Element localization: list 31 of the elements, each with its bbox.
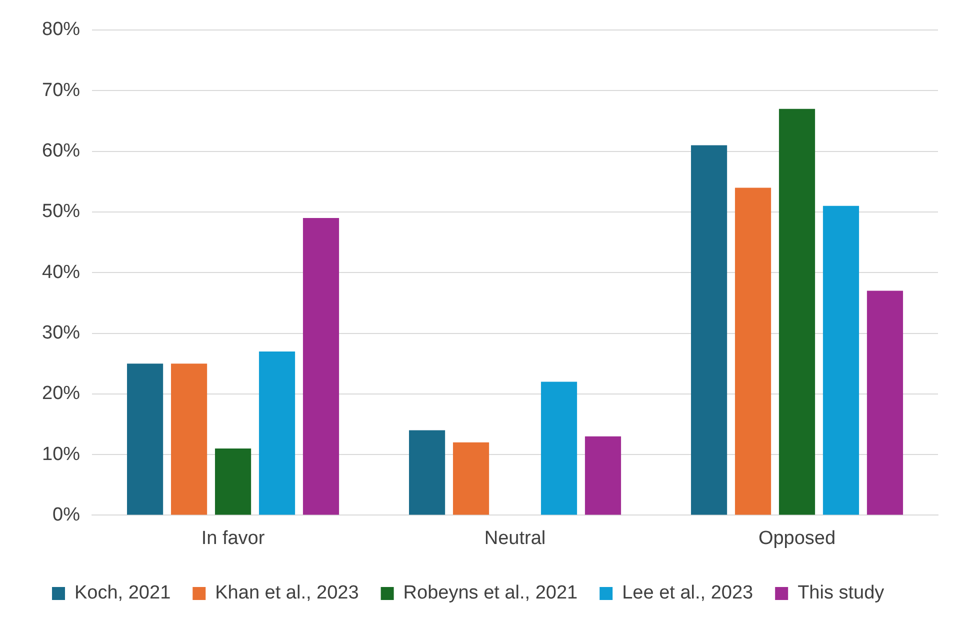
bar	[302, 218, 340, 515]
x-tick-label: Opposed	[758, 528, 836, 549]
x-tick-label: Neutral	[484, 528, 546, 549]
y-tick-label: 40%	[42, 262, 80, 283]
y-tick-label: 10%	[42, 444, 80, 465]
bar	[258, 351, 296, 515]
y-tick-label: 50%	[42, 201, 80, 222]
y-tick-label: 70%	[42, 80, 80, 101]
bar	[170, 364, 208, 515]
legend-label: This study	[798, 582, 885, 604]
y-tick-label: 60%	[42, 140, 80, 162]
y-tick-label: 0%	[52, 504, 80, 526]
y-tick-label: 20%	[42, 383, 80, 404]
bar	[734, 188, 772, 515]
bar	[408, 430, 446, 515]
legend-label: Koch, 2021	[74, 582, 171, 604]
bar	[214, 448, 252, 515]
bar	[540, 382, 578, 515]
y-tick-label: 30%	[42, 322, 80, 344]
bar	[690, 145, 728, 515]
y-tick-label: 80%	[42, 19, 80, 40]
legend-label: Khan et al., 2023	[215, 582, 359, 604]
x-tick-label: In favor	[201, 528, 266, 549]
bar	[584, 436, 622, 515]
bar	[778, 108, 816, 515]
bar	[127, 364, 164, 515]
legend-label: Robeyns et al., 2021	[403, 582, 578, 604]
bar	[866, 290, 904, 515]
bar	[452, 442, 490, 515]
legend-label: Lee et al., 2023	[622, 582, 754, 604]
bar	[822, 206, 860, 515]
